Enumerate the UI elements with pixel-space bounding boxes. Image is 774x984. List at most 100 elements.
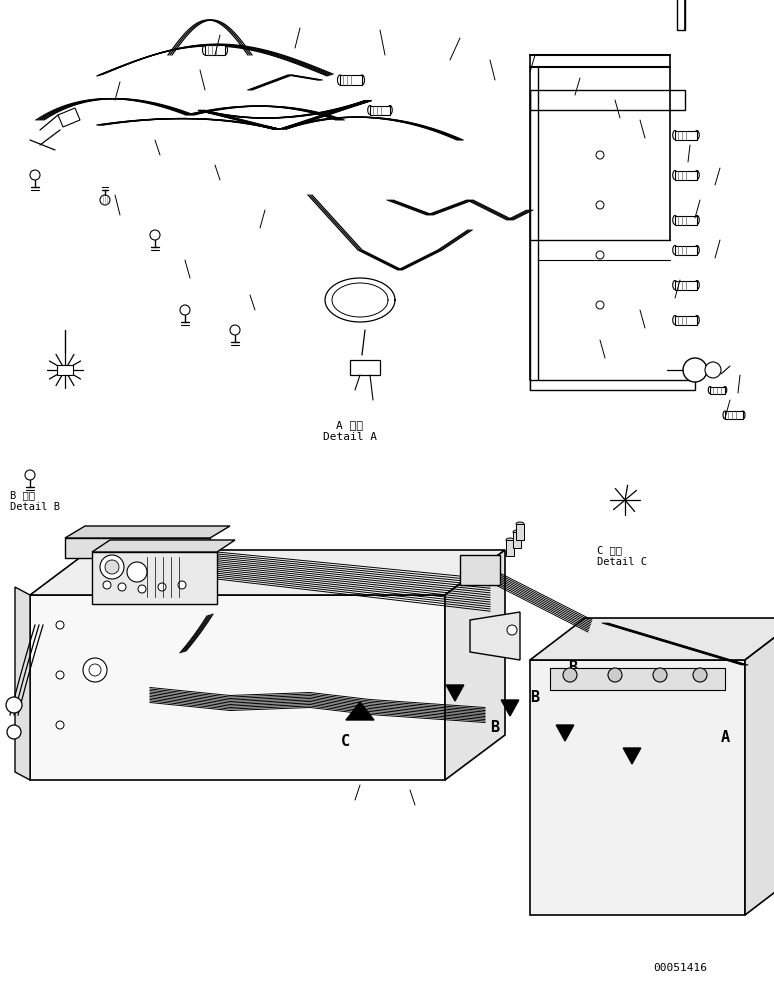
- Ellipse shape: [741, 411, 745, 419]
- Ellipse shape: [695, 215, 699, 224]
- Circle shape: [105, 560, 119, 574]
- Circle shape: [118, 583, 126, 591]
- Polygon shape: [65, 526, 230, 538]
- Circle shape: [178, 581, 186, 589]
- Ellipse shape: [673, 131, 677, 140]
- Text: A 詳細
Detail A: A 詳細 Detail A: [323, 420, 377, 442]
- Ellipse shape: [695, 170, 699, 179]
- Circle shape: [653, 668, 667, 682]
- Ellipse shape: [695, 131, 699, 140]
- Polygon shape: [710, 387, 725, 394]
- Circle shape: [30, 170, 40, 180]
- Polygon shape: [370, 105, 390, 114]
- Ellipse shape: [673, 245, 677, 255]
- Polygon shape: [460, 555, 500, 585]
- Polygon shape: [530, 660, 745, 915]
- Ellipse shape: [723, 387, 727, 394]
- Polygon shape: [675, 245, 697, 255]
- Polygon shape: [205, 45, 225, 55]
- Polygon shape: [57, 365, 73, 375]
- Polygon shape: [516, 524, 524, 540]
- Polygon shape: [530, 380, 695, 390]
- Ellipse shape: [513, 530, 521, 534]
- Circle shape: [230, 325, 240, 335]
- Ellipse shape: [506, 538, 514, 542]
- Text: A: A: [721, 730, 730, 746]
- Circle shape: [158, 583, 166, 591]
- Polygon shape: [745, 618, 774, 915]
- Circle shape: [25, 470, 35, 480]
- Polygon shape: [530, 618, 774, 660]
- Circle shape: [596, 301, 604, 309]
- Text: 00051416: 00051416: [653, 963, 707, 973]
- Polygon shape: [513, 532, 521, 548]
- Ellipse shape: [222, 45, 228, 55]
- Ellipse shape: [388, 105, 392, 114]
- Circle shape: [83, 658, 107, 682]
- Polygon shape: [675, 280, 697, 289]
- Polygon shape: [445, 550, 505, 780]
- Ellipse shape: [695, 245, 699, 255]
- Ellipse shape: [673, 215, 677, 224]
- Ellipse shape: [516, 522, 524, 526]
- Circle shape: [596, 151, 604, 159]
- Ellipse shape: [723, 411, 727, 419]
- Circle shape: [6, 697, 22, 713]
- Polygon shape: [675, 131, 697, 140]
- Circle shape: [596, 201, 604, 209]
- Circle shape: [138, 585, 146, 593]
- Circle shape: [103, 581, 111, 589]
- Polygon shape: [550, 668, 725, 690]
- Ellipse shape: [708, 387, 712, 394]
- Polygon shape: [92, 552, 217, 604]
- Polygon shape: [92, 540, 235, 552]
- Polygon shape: [677, 0, 685, 30]
- Circle shape: [608, 668, 622, 682]
- Circle shape: [100, 555, 124, 579]
- Text: B 詳細
Detail B: B 詳細 Detail B: [10, 490, 60, 512]
- Polygon shape: [506, 540, 514, 556]
- Circle shape: [56, 721, 64, 729]
- Ellipse shape: [673, 170, 677, 179]
- Polygon shape: [346, 702, 374, 720]
- Circle shape: [596, 251, 604, 259]
- Polygon shape: [502, 700, 519, 716]
- Circle shape: [693, 668, 707, 682]
- Circle shape: [7, 725, 21, 739]
- Polygon shape: [446, 685, 464, 701]
- Ellipse shape: [695, 316, 699, 325]
- Polygon shape: [675, 316, 697, 325]
- Polygon shape: [623, 748, 641, 764]
- Circle shape: [683, 358, 707, 382]
- Ellipse shape: [368, 105, 372, 114]
- Ellipse shape: [673, 316, 677, 325]
- Polygon shape: [675, 215, 697, 224]
- Text: C: C: [341, 734, 350, 750]
- Polygon shape: [557, 725, 574, 741]
- Circle shape: [127, 562, 147, 582]
- Polygon shape: [675, 170, 697, 179]
- Text: C 詳細
Detail C: C 詳細 Detail C: [597, 545, 647, 567]
- Polygon shape: [65, 538, 210, 558]
- Polygon shape: [470, 612, 520, 660]
- Polygon shape: [340, 75, 362, 85]
- Ellipse shape: [673, 280, 677, 289]
- Polygon shape: [530, 90, 685, 110]
- Circle shape: [56, 671, 64, 679]
- Ellipse shape: [203, 45, 207, 55]
- Polygon shape: [725, 411, 743, 419]
- Text: B: B: [530, 691, 539, 706]
- Circle shape: [56, 621, 64, 629]
- Polygon shape: [15, 587, 30, 780]
- Polygon shape: [30, 595, 445, 780]
- Circle shape: [89, 664, 101, 676]
- Ellipse shape: [359, 75, 365, 85]
- Text: B: B: [568, 660, 577, 675]
- Polygon shape: [30, 550, 505, 595]
- Text: B: B: [491, 720, 499, 735]
- Circle shape: [563, 668, 577, 682]
- Circle shape: [705, 362, 721, 378]
- Polygon shape: [58, 108, 80, 127]
- Circle shape: [150, 230, 160, 240]
- Ellipse shape: [695, 280, 699, 289]
